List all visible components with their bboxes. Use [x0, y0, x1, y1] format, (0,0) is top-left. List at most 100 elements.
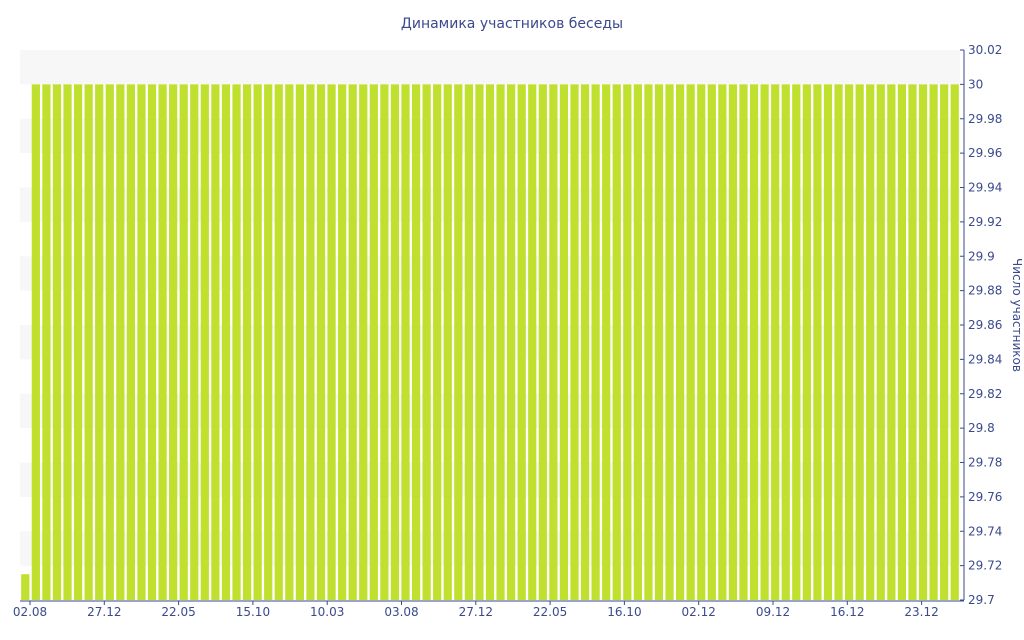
bar: [21, 574, 30, 600]
bar: [813, 84, 822, 601]
y-tick-label: 30.02: [968, 43, 1002, 57]
bar: [728, 84, 738, 601]
bar: [116, 84, 125, 601]
bar: [549, 84, 558, 601]
bar: [908, 84, 917, 601]
bar: [570, 84, 579, 601]
y-tick-label: 29.9: [968, 249, 995, 263]
y-tick-label: 29.86: [968, 318, 1002, 332]
y-tick-label: 29.8: [968, 421, 995, 435]
x-tick-label: 15.10: [236, 605, 270, 619]
bar: [306, 84, 315, 601]
bar: [749, 84, 759, 601]
bar: [52, 84, 62, 601]
bar: [380, 84, 389, 601]
x-tick-label: 27.12: [87, 605, 121, 619]
bar: [401, 84, 410, 601]
bar: [675, 84, 685, 601]
bar: [253, 84, 262, 601]
bar: [760, 84, 769, 601]
bar: [718, 84, 727, 601]
y-tick-label: 29.72: [968, 559, 1002, 573]
bar: [359, 84, 368, 601]
bar: [274, 84, 283, 601]
y-tick-label: 29.98: [968, 112, 1002, 126]
bar: [802, 84, 811, 601]
y-tick-label: 29.94: [968, 181, 1002, 195]
bar: [285, 84, 294, 601]
bar: [411, 84, 421, 601]
x-tick-label: 22.05: [161, 605, 195, 619]
y-tick-label: 29.84: [968, 352, 1002, 366]
bar: [221, 84, 231, 601]
bar: [338, 84, 347, 601]
y-tick-label: 29.88: [968, 284, 1002, 298]
bar: [707, 84, 716, 601]
bar: [517, 84, 526, 601]
bar: [929, 84, 938, 601]
bar: [844, 84, 854, 601]
bar: [823, 84, 833, 601]
bar: [633, 84, 642, 601]
x-tick-label: 23.12: [904, 605, 938, 619]
bar: [327, 84, 336, 601]
bar: [623, 84, 632, 601]
bar: [644, 84, 653, 601]
bar: [369, 84, 378, 601]
bar: [73, 84, 83, 601]
bar: [538, 84, 547, 601]
y-tick-label: 29.92: [968, 215, 1002, 229]
bar: [264, 84, 273, 601]
y-tick-label: 29.76: [968, 490, 1002, 504]
bar: [295, 84, 305, 601]
bar: [137, 84, 146, 601]
x-tick-label: 27.12: [459, 605, 493, 619]
chart-title: Динамика участников беседы: [401, 16, 623, 32]
bar: [464, 84, 473, 601]
x-tick-label: 03.08: [384, 605, 418, 619]
bar: [697, 84, 706, 601]
bar: [316, 84, 326, 601]
x-tick-label: 16.10: [607, 605, 641, 619]
bar: [887, 84, 896, 601]
bar: [390, 84, 400, 601]
bar: [771, 84, 780, 601]
bar: [580, 84, 590, 601]
y-tick-label: 29.7: [968, 593, 995, 607]
bar: [918, 84, 928, 601]
bar: [190, 84, 199, 601]
bar: [31, 84, 40, 601]
x-tick-label: 02.12: [682, 605, 716, 619]
bar: [940, 84, 949, 601]
y-tick-label: 30: [968, 77, 983, 91]
bar: [665, 84, 674, 601]
bar: [126, 84, 136, 601]
bar: [602, 84, 611, 601]
bar: [686, 84, 695, 601]
y-tick-label: 29.96: [968, 146, 1002, 160]
bar: [105, 84, 114, 601]
bar: [200, 84, 209, 601]
bar: [443, 84, 452, 601]
bar: [232, 84, 241, 601]
bar: [433, 84, 442, 601]
bar: [84, 84, 93, 601]
bar: [781, 84, 790, 601]
bar: [348, 84, 357, 601]
bar: [63, 84, 72, 601]
bar: [866, 84, 875, 601]
bar: [528, 84, 537, 601]
bar: [496, 84, 505, 601]
bars: [21, 84, 959, 601]
bar: [95, 84, 104, 601]
axes: 29.7 29.72 29.74 29.76 29.78 29.8 29.82 29.84 29…: [13, 43, 1003, 619]
bar: [147, 84, 157, 601]
bar: [475, 84, 484, 601]
bar: [211, 84, 220, 601]
bar: [559, 84, 569, 601]
x-tick-label: 10.03: [310, 605, 344, 619]
bar: [42, 84, 51, 601]
bar: [834, 84, 843, 601]
